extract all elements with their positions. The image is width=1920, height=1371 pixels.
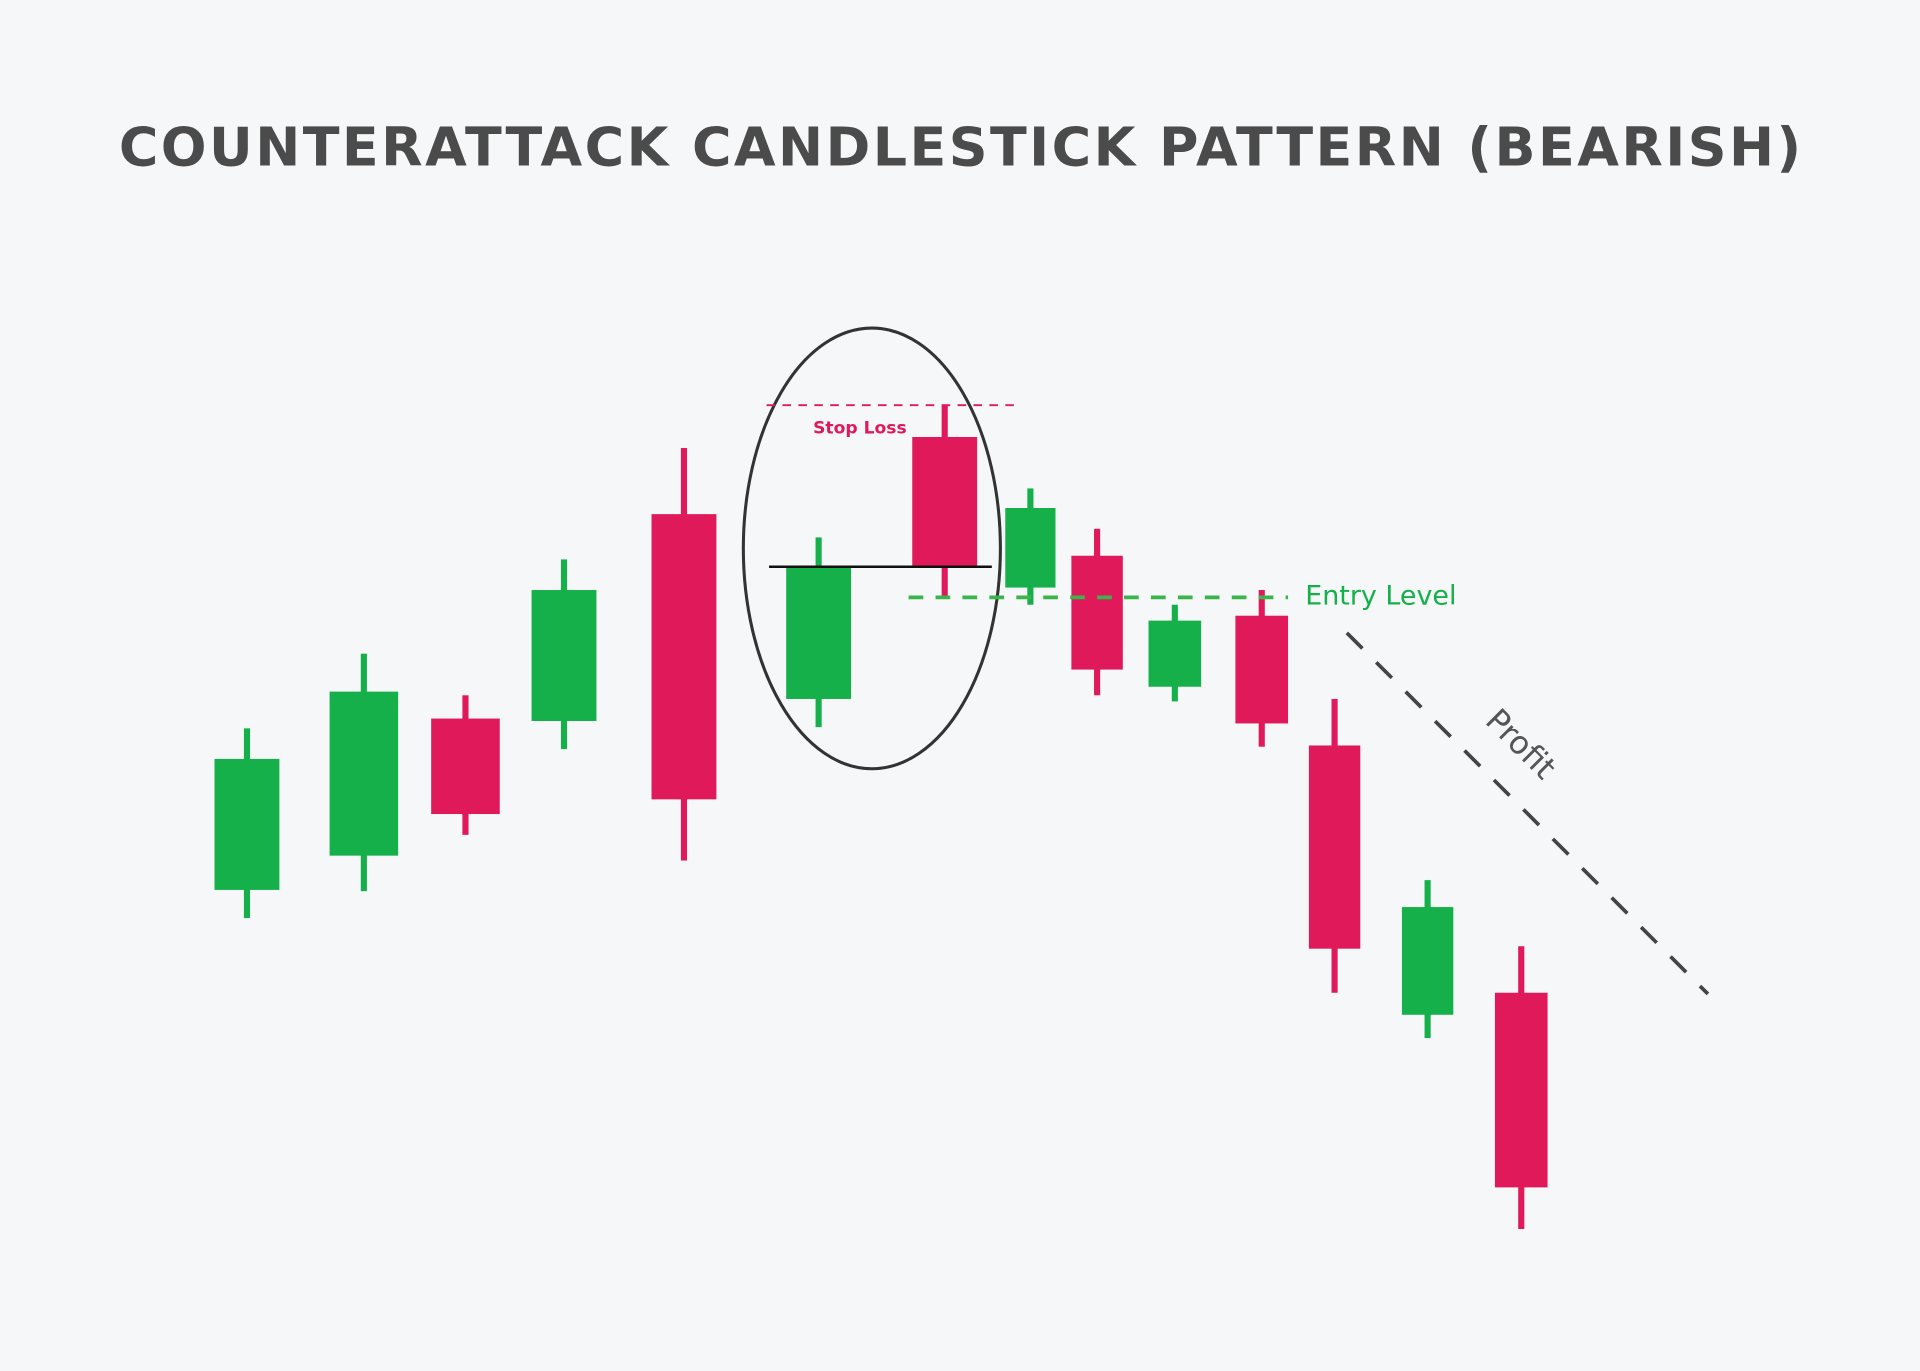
candle-body xyxy=(431,718,500,815)
profit-label: Profit xyxy=(1478,701,1564,787)
bullish-candle xyxy=(786,537,852,728)
candle-body xyxy=(651,514,717,800)
bearish-candle xyxy=(431,695,500,835)
profit-line xyxy=(1345,631,1710,996)
candle-body xyxy=(1235,615,1289,724)
candle-body xyxy=(1005,508,1056,588)
bullish-candle xyxy=(531,559,597,750)
bearish-candle xyxy=(912,405,978,598)
candle-body xyxy=(912,437,978,567)
bearish-candle xyxy=(1308,698,1361,993)
entry-level-label: Entry Level xyxy=(1305,581,1456,612)
bearish-candle xyxy=(1494,946,1548,1230)
bullish-candle xyxy=(214,728,280,919)
bearish-candle xyxy=(1071,528,1123,696)
bullish-candle xyxy=(329,653,399,892)
bullish-candle xyxy=(1005,488,1056,605)
chart-title: COUNTERATTACK CANDLESTICK PATTERN (BEARI… xyxy=(119,115,1804,178)
candle-body xyxy=(1148,620,1202,687)
candle-body xyxy=(214,758,280,890)
pattern-highlight-ellipse xyxy=(741,326,1002,771)
candle-body xyxy=(1494,992,1548,1188)
bullish-candle xyxy=(1148,604,1202,702)
candle-body xyxy=(1071,555,1123,670)
bearish-candle xyxy=(1235,590,1289,747)
candle-body xyxy=(1308,745,1361,949)
candle-body xyxy=(531,590,597,721)
candle-body xyxy=(329,691,399,856)
stop-loss-label: Stop Loss xyxy=(813,418,907,438)
bearish-candle xyxy=(651,448,717,861)
bullish-candle xyxy=(1401,880,1454,1039)
candles xyxy=(214,405,1548,1230)
candle-body xyxy=(1401,907,1454,1015)
candle-body xyxy=(786,566,852,699)
